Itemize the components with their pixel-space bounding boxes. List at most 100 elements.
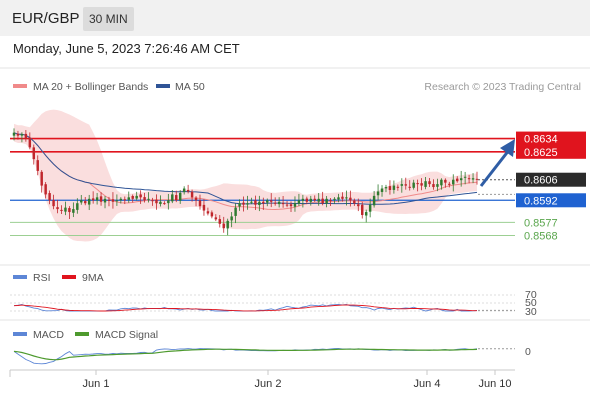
rsi-ma-legend-label: 9MA: [82, 272, 104, 284]
candle-up: [368, 204, 372, 212]
candle-down: [131, 196, 134, 199]
candle-up: [452, 179, 455, 185]
support-level-value: 0.8568: [524, 231, 558, 243]
candle-up: [297, 200, 301, 204]
candle-down: [361, 204, 364, 215]
forecast-arrow: [479, 139, 515, 187]
candle-up: [436, 184, 439, 187]
candle-down: [155, 199, 158, 204]
candle-up: [364, 212, 368, 216]
candle-down: [242, 202, 245, 205]
candle-down: [175, 195, 178, 201]
candle-down: [139, 194, 142, 198]
ma20-line: [13, 132, 478, 211]
candle-down: [262, 201, 265, 204]
candle-up: [309, 198, 313, 202]
candle-down: [190, 191, 194, 198]
candle-up: [250, 201, 253, 203]
candle-down: [44, 184, 47, 195]
candle-down: [91, 198, 95, 201]
candles: [12, 128, 479, 236]
candle-down: [24, 133, 28, 139]
candle-down: [455, 178, 459, 182]
rsi-line: [13, 303, 478, 312]
rsi-ma-legend-swatch: [62, 275, 76, 279]
last-price-tag: [516, 172, 586, 187]
candle-down: [60, 209, 63, 211]
ma50-legend-swatch: [156, 84, 170, 88]
candle-down: [48, 193, 51, 201]
candle-up: [301, 198, 305, 201]
candle-up: [440, 179, 443, 186]
candle-down: [222, 223, 225, 229]
rsi-lines: [13, 303, 515, 312]
macd-signal-legend-label: MACD Signal: [95, 329, 158, 341]
candle-down: [305, 198, 309, 202]
candle-down: [151, 200, 154, 202]
candle-up: [178, 192, 182, 201]
forecast-arrow-shaft: [479, 149, 511, 187]
candle-up: [277, 201, 281, 205]
candle-down: [206, 211, 210, 214]
candle-up: [95, 197, 99, 201]
candle-up: [87, 198, 91, 205]
resistance-level-value: 0.8625: [524, 147, 558, 159]
candle-down: [432, 184, 435, 188]
candle-down: [467, 178, 471, 180]
candle-down: [56, 207, 59, 210]
last-price-value: 0.8606: [524, 175, 558, 187]
candle-up: [80, 200, 83, 203]
candle-up: [317, 198, 320, 202]
macd-tick-0: 0: [525, 346, 531, 358]
resistance-level-tag: [516, 144, 586, 159]
pivot-level-value: 0.8592: [524, 195, 558, 207]
candle-down: [84, 201, 87, 204]
candle-up: [345, 197, 348, 199]
timeframe-button[interactable]: 30 MIN: [83, 7, 134, 31]
candle-up: [238, 203, 241, 207]
chart-datetime: Monday, June 5, 2023 7:26:46 AM CET: [13, 41, 240, 56]
candle-up: [258, 201, 261, 206]
credit-text: Research © 2023 Trading Central: [424, 81, 581, 93]
candle-down: [396, 186, 400, 188]
candle-down: [198, 200, 202, 207]
candle-down: [273, 202, 277, 204]
candle-down: [281, 203, 285, 205]
candle-down: [408, 186, 411, 188]
candle-down: [254, 200, 257, 205]
candle-down: [36, 160, 39, 171]
rsi-tick-50: 50: [525, 297, 537, 309]
pivot-level-tag: [516, 193, 586, 208]
candle-down: [349, 197, 352, 201]
ma20-legend-swatch: [13, 84, 27, 88]
candle-down: [28, 137, 32, 148]
ma20-legend-label: MA 20 + Bollinger Bands: [33, 81, 148, 93]
candle-up: [372, 195, 376, 206]
candle-down: [218, 219, 222, 224]
candle-up: [337, 197, 340, 200]
candle-down: [123, 199, 127, 201]
macd-signal-line: [13, 348, 478, 361]
candle-up: [471, 178, 475, 180]
candle-up: [64, 207, 67, 212]
candle-up: [20, 134, 24, 136]
candle-up: [463, 176, 467, 178]
candle-down: [420, 183, 423, 186]
candle-down: [202, 204, 206, 211]
candle-down: [210, 212, 214, 217]
rsi-tick-70: 70: [525, 289, 537, 301]
candle-up: [171, 194, 174, 202]
candle-down: [313, 198, 316, 201]
candle-up: [135, 195, 138, 199]
candle-down: [194, 197, 198, 201]
macd-legend-swatch: [13, 332, 27, 336]
ma50-legend-label: MA 50: [175, 81, 205, 93]
candle-down: [341, 196, 344, 199]
x-tick-label: Jun 2: [255, 378, 282, 390]
candle-down: [186, 189, 190, 192]
header-bar: EUR/GBP 30 MIN: [0, 0, 590, 36]
macd-legend-label: MACD: [33, 329, 64, 341]
resistance-level-value: 0.8634: [524, 134, 558, 146]
x-tick-label: Jun 1: [83, 378, 110, 390]
candle-down: [52, 200, 55, 207]
